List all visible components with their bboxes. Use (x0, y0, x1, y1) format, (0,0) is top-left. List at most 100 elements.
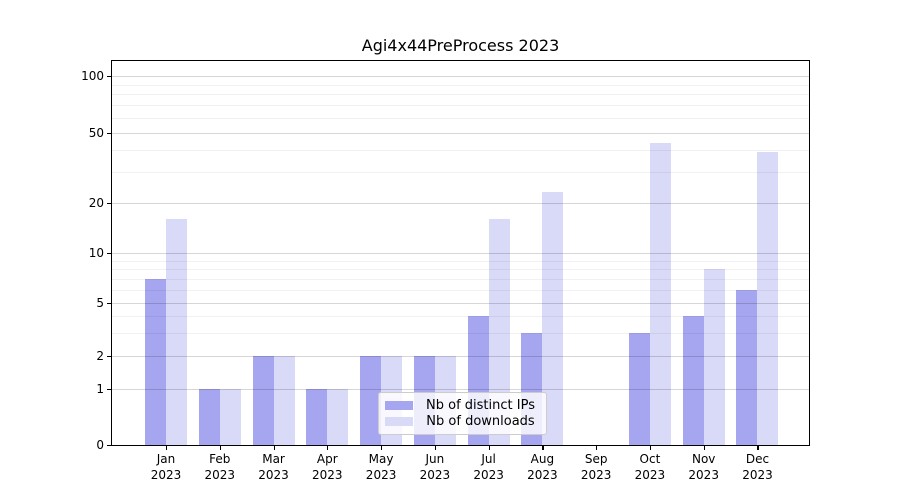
bar-downloads (327, 389, 349, 445)
x-tick-month: May (368, 452, 394, 466)
y-tick-label: 5 (96, 296, 104, 310)
legend-label: Nb of distinct IPs (426, 398, 535, 413)
x-tick-year: 2023 (312, 468, 343, 482)
x-tick-month: Feb (209, 452, 231, 466)
x-tick-mark (488, 446, 490, 450)
legend-swatch-distinct-ips (385, 401, 413, 410)
legend-label: Nb of downloads (426, 414, 535, 429)
x-tick-label: Feb 2023 (204, 451, 235, 483)
x-tick-mark (757, 446, 759, 450)
y-tick-label: 0 (96, 438, 104, 452)
y-tick-mark (107, 389, 111, 391)
gridline-major (112, 203, 809, 204)
y-tick-mark (107, 253, 111, 255)
x-tick-year: 2023 (150, 468, 182, 482)
x-tick-mark (703, 446, 705, 450)
x-tick-mark (219, 446, 221, 450)
x-tick-label: Mar 2023 (258, 451, 289, 483)
x-tick-mark (596, 446, 598, 450)
bar-downloads (757, 151, 779, 445)
x-tick-label: Apr 2023 (312, 451, 343, 483)
gridline-major (112, 133, 809, 134)
y-tick-label: 2 (96, 349, 104, 363)
gridline-minor (112, 150, 809, 151)
y-tick-label: 10 (88, 246, 104, 260)
x-tick-label: Oct 2023 (635, 451, 666, 483)
y-tick-mark (107, 203, 111, 205)
x-tick-mark (166, 446, 168, 450)
gridline-minor (112, 84, 809, 86)
bar-distinct-ips (198, 389, 220, 445)
gridline-major (112, 253, 809, 254)
x-tick-year: 2023 (634, 468, 666, 482)
x-tick-label: Dec 2023 (742, 451, 773, 483)
x-tick-mark (327, 446, 329, 450)
x-tick-mark (273, 446, 275, 450)
y-tick-label: 50 (88, 126, 104, 140)
y-tick-label: 1 (96, 382, 104, 396)
x-tick-label: May 2023 (366, 451, 397, 483)
x-tick-month: Jan (156, 452, 176, 466)
bar-downloads (649, 142, 671, 445)
gridline-minor (112, 94, 809, 96)
bar-distinct-ips (736, 289, 758, 445)
x-tick-month: Nov (691, 452, 716, 466)
bar-downloads (542, 192, 564, 445)
bar-distinct-ips (682, 315, 704, 445)
legend-swatch-downloads (385, 417, 413, 426)
bar-downloads (488, 219, 510, 445)
bar-downloads (166, 219, 187, 445)
x-tick-year: 2023 (473, 468, 504, 482)
x-tick-year: 2023 (419, 468, 451, 482)
bar-downloads (703, 269, 725, 445)
bar-downloads (219, 389, 241, 445)
x-tick-label: Nov 2023 (688, 451, 719, 483)
chart-title: Agi4x44PreProcess 2023 (361, 36, 560, 55)
x-tick-year: 2023 (204, 468, 236, 482)
x-tick-month: Mar (262, 452, 285, 466)
gridline-minor (112, 105, 809, 107)
x-tick-month: Dec (745, 452, 770, 466)
x-tick-mark (542, 446, 544, 450)
bar-distinct-ips (360, 356, 382, 445)
x-tick-month: Oct (639, 452, 661, 466)
x-tick-label: Sep 2023 (581, 451, 612, 483)
y-tick-label: 20 (88, 196, 104, 210)
legend-item: Nb of downloads (385, 414, 538, 429)
y-tick-mark (107, 303, 111, 305)
x-tick-month: Aug (530, 452, 555, 466)
legend: Nb of distinct IPs Nb of downloads (378, 392, 547, 435)
gridline-minor (112, 172, 809, 173)
x-tick-label: Aug 2023 (527, 451, 558, 483)
x-tick-label: Jul 2023 (473, 451, 504, 483)
x-tick-year: 2023 (258, 468, 289, 482)
gridline-minor (112, 118, 809, 119)
x-tick-year: 2023 (580, 468, 612, 482)
x-tick-month: Sep (584, 452, 608, 466)
y-tick-label: 100 (81, 69, 104, 83)
x-tick-year: 2023 (365, 468, 397, 482)
x-tick-year: 2023 (527, 468, 558, 482)
x-tick-month: Jul (481, 452, 496, 466)
x-tick-label: Jan 2023 (151, 451, 182, 483)
bar-distinct-ips (306, 389, 328, 445)
x-tick-mark (434, 446, 437, 450)
x-tick-mark (649, 446, 652, 450)
gridline-minor (112, 260, 809, 262)
y-tick-mark (107, 356, 111, 358)
x-tick-year: 2023 (742, 468, 773, 482)
y-tick-mark (107, 76, 111, 78)
bar-distinct-ips (145, 278, 166, 445)
x-tick-label: Jun 2023 (420, 451, 451, 483)
x-tick-month: Jun (425, 452, 445, 466)
bar-distinct-ips (628, 332, 650, 445)
x-tick-year: 2023 (688, 468, 719, 482)
bar-distinct-ips (252, 356, 274, 445)
x-tick-mark (381, 446, 383, 450)
gridline-major (112, 76, 809, 77)
y-tick-mark (107, 133, 111, 135)
y-tick-mark (107, 445, 111, 447)
x-tick-month: Apr (316, 452, 338, 466)
legend-item: Nb of distinct IPs (385, 398, 538, 413)
